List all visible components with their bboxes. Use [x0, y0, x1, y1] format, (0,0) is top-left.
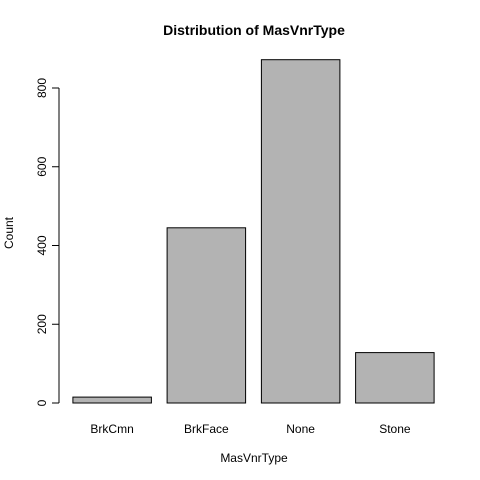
- y-tick-label: 800: [35, 78, 49, 98]
- x-tick-label-brkface: BrkFace: [184, 422, 229, 436]
- x-axis-label: MasVnrType: [220, 451, 288, 465]
- y-axis-label: Count: [2, 216, 16, 249]
- y-tick-label: 0: [35, 399, 49, 406]
- bar-stone: [355, 352, 435, 404]
- x-tick-label-none: None: [286, 422, 315, 436]
- x-tick-label-brkcmn: BrkCmn: [90, 422, 133, 436]
- x-tick-label-stone: Stone: [379, 422, 411, 436]
- y-tick-label: 400: [35, 235, 49, 255]
- y-axis: 0 200 400 600 800: [35, 78, 60, 406]
- bar-none: [260, 59, 341, 404]
- y-tick-label: 200: [35, 314, 49, 334]
- bars-group: [72, 59, 435, 404]
- chart-title: Distribution of MasVnrType: [163, 22, 345, 38]
- x-tick-labels: BrkCmn BrkFace None Stone: [90, 422, 410, 436]
- bar-brkface: [166, 227, 247, 404]
- bar-brkcmn: [72, 396, 152, 404]
- y-tick-label: 600: [35, 156, 49, 176]
